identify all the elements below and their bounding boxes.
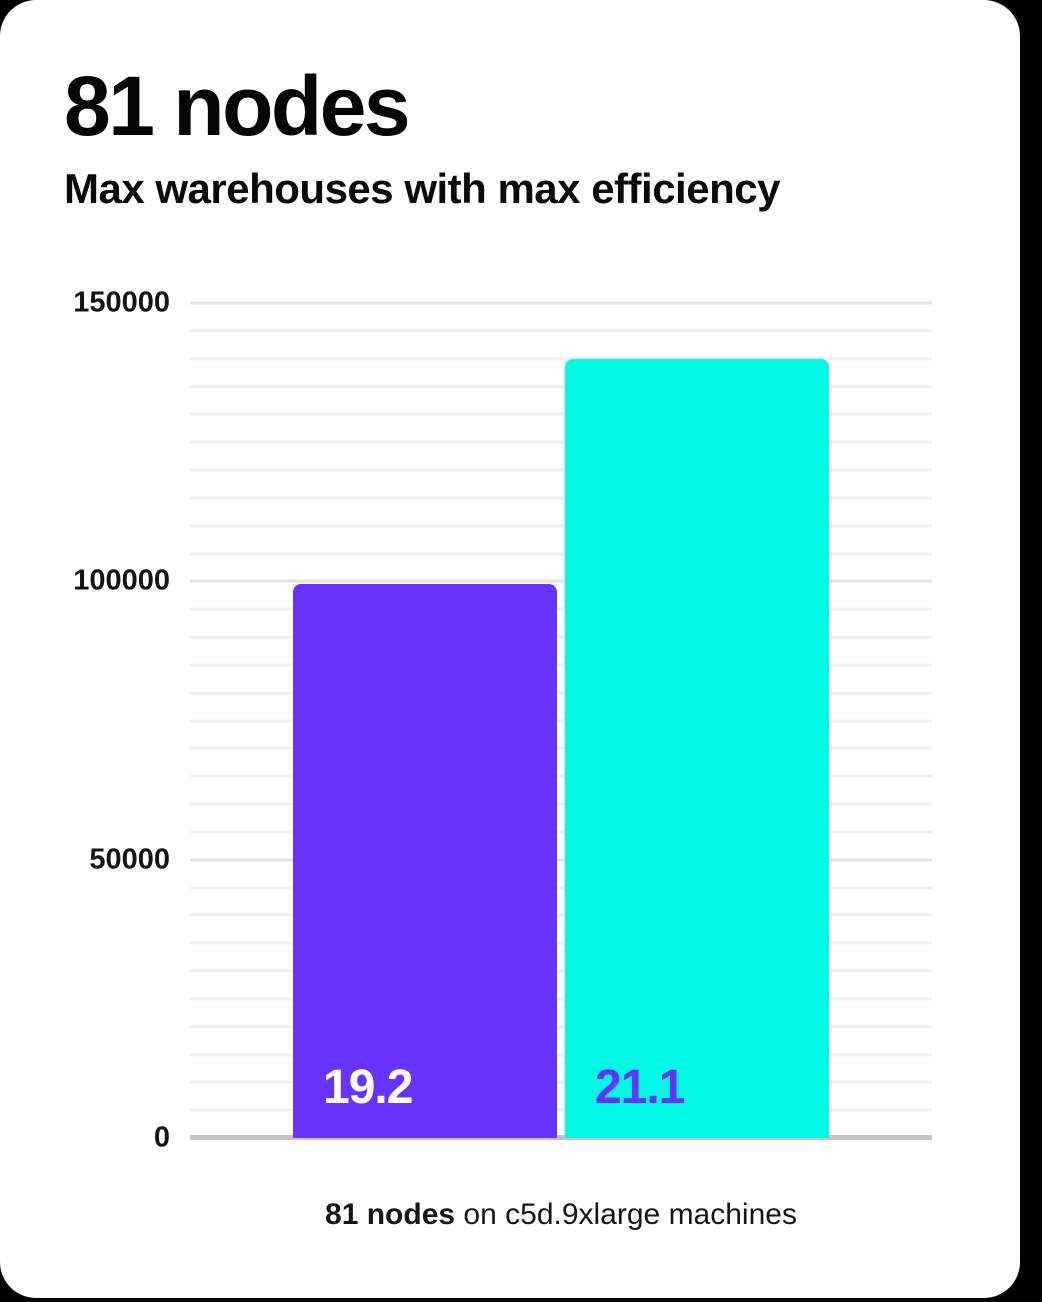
chart-subtitle: Max warehouses with max efficiency <box>64 165 780 212</box>
minor-grid-line <box>190 552 932 555</box>
minor-grid-line <box>190 329 932 333</box>
minor-grid-line <box>190 913 932 917</box>
minor-grid-line <box>190 774 932 778</box>
y-axis-tick-labels: 0 50000 100000 150000 <box>0 288 170 1152</box>
minor-grid-line <box>190 941 932 945</box>
major-grid-line <box>190 579 932 583</box>
chart-title: 81 nodes <box>64 59 411 153</box>
bar-value-label: 21.1 <box>595 1061 685 1114</box>
minor-grid-line <box>190 468 932 472</box>
bar-19.2: 19.2 <box>293 584 557 1138</box>
x-axis-baseline <box>190 1135 932 1140</box>
caption-bold-text: 81 nodes <box>325 1198 456 1231</box>
bar-21.1: 21.1 <box>565 358 829 1138</box>
minor-grid-line <box>190 997 932 1001</box>
minor-grid-line <box>190 524 932 528</box>
minor-grid-line <box>190 1053 932 1056</box>
minor-grid-line <box>190 663 932 667</box>
major-grid-line <box>190 301 932 305</box>
y-tick-label: 0 <box>153 1121 170 1154</box>
minor-grid-line <box>190 1025 932 1029</box>
minor-grid-line <box>190 385 932 388</box>
plot-area: 19.2 21.1 <box>190 301 932 1140</box>
minor-grid-line <box>190 719 932 722</box>
minor-grid-line <box>190 691 932 695</box>
minor-grid-line <box>190 802 932 806</box>
y-tick-label: 100000 <box>73 564 170 597</box>
chart-caption: 81 nodes on c5d.9xlarge machines <box>190 1195 932 1234</box>
minor-grid-line <box>190 746 932 750</box>
bar-chart: 0 50000 100000 150000 19.2 21.1 <box>0 288 932 1152</box>
bar-value-label: 19.2 <box>323 1061 413 1114</box>
minor-grid-line <box>190 607 932 611</box>
caption-regular-text: on c5d.9xlarge machines <box>455 1198 797 1231</box>
minor-grid-line <box>190 830 932 834</box>
minor-grid-line <box>190 496 932 500</box>
minor-grid-line <box>190 440 932 444</box>
minor-grid-line <box>190 886 932 889</box>
y-tick-label: 50000 <box>89 843 170 876</box>
minor-grid-line <box>190 357 932 361</box>
chart-card: 81 nodes Max warehouses with max efficie… <box>0 0 1020 1298</box>
major-grid-line <box>190 858 932 862</box>
minor-grid-line <box>190 412 932 416</box>
minor-grid-line <box>190 1080 932 1084</box>
y-tick-label: 150000 <box>73 286 170 319</box>
minor-grid-line <box>190 1108 932 1112</box>
minor-grid-line <box>190 969 932 973</box>
minor-grid-line <box>190 635 932 639</box>
